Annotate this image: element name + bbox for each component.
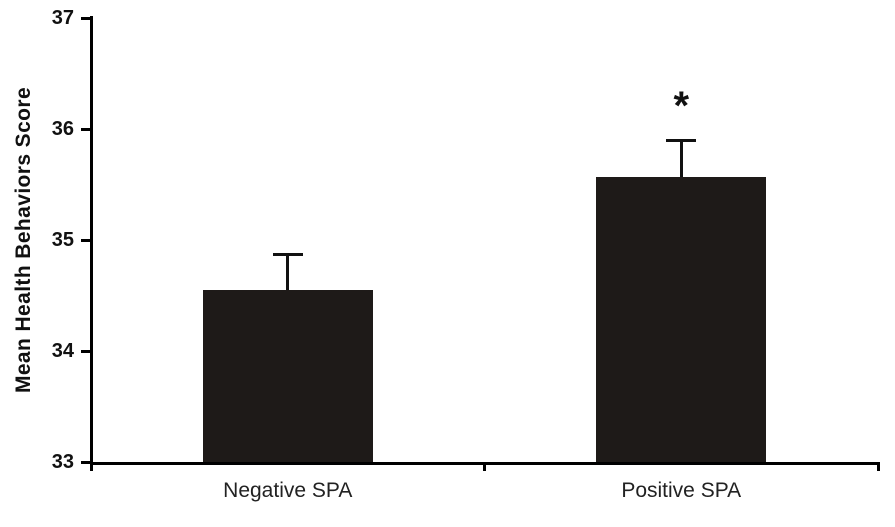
- y-tick-label: 35: [51, 229, 74, 251]
- x-category-label-positive-spa: Positive SPA: [621, 479, 742, 502]
- x-tick-mark: [89, 462, 93, 471]
- x-category-label-negative-spa: Negative SPA: [223, 479, 353, 502]
- x-tick-mark: [876, 462, 880, 471]
- y-tick-label: 37: [51, 7, 74, 29]
- y-tick-mark: [81, 349, 91, 353]
- x-tick-mark: [483, 462, 486, 471]
- error-bar-cap-negative-spa: [272, 252, 303, 256]
- error-bar-line-negative-spa: [286, 254, 290, 290]
- y-tick-label: 34: [51, 340, 74, 362]
- bar-negative-spa: [202, 289, 373, 462]
- bar-positive-spa: [596, 176, 767, 462]
- y-tick-label: 33: [51, 451, 74, 473]
- error-bar-line-positive-spa: [679, 140, 683, 177]
- y-tick-mark: [81, 127, 91, 131]
- y-tick-label: 36: [51, 118, 74, 140]
- y-tick-mark: [81, 238, 91, 242]
- error-bar-cap-positive-spa: [666, 138, 697, 142]
- y-tick-mark: [81, 460, 91, 464]
- y-tick-mark: [81, 16, 91, 20]
- significance-asterisk: *: [673, 84, 690, 129]
- y-axis-line: [90, 16, 93, 465]
